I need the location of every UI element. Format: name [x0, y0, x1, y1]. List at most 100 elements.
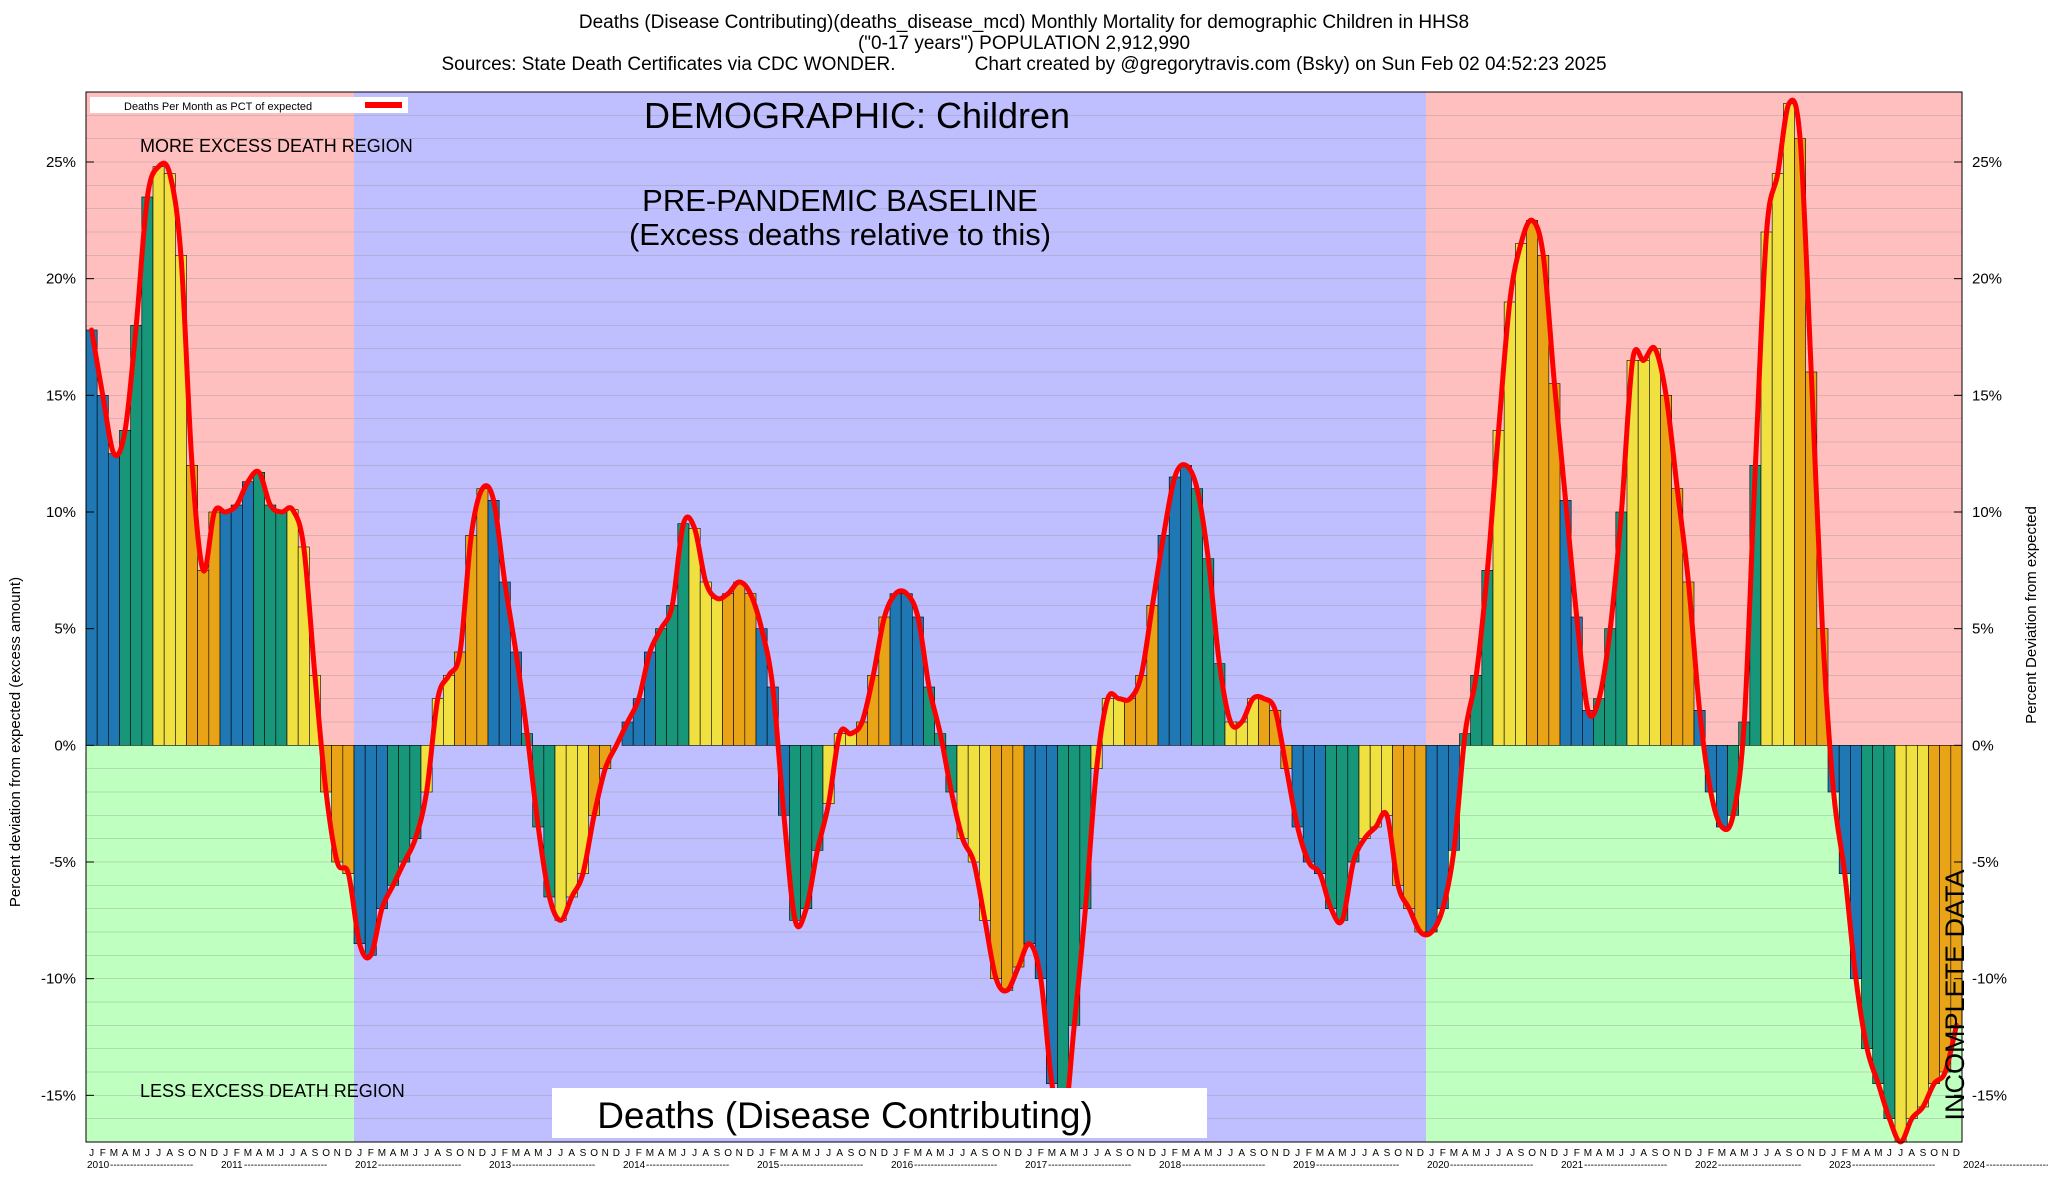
- legend: Deaths Per Month as PCT of expected: [90, 97, 408, 113]
- x-tick-month: M: [512, 1148, 520, 1159]
- x-tick-year: 2013: [489, 1160, 512, 1171]
- x-tick-month: N: [1004, 1148, 1011, 1159]
- x-tick-month: F: [1172, 1148, 1178, 1159]
- x-tick-month: J: [1831, 1148, 1836, 1159]
- x-tick-month: J: [357, 1148, 362, 1159]
- x-tick-month: O: [456, 1148, 464, 1159]
- x-tick-month: D: [1015, 1148, 1022, 1159]
- x-tick-month: D: [345, 1148, 352, 1159]
- x-tick-month: J: [1228, 1148, 1233, 1159]
- bar-2016-1: [889, 593, 902, 746]
- x-tick-month: A: [658, 1148, 665, 1159]
- bar-2019-6: [1347, 745, 1360, 863]
- x-tick-month: S: [1920, 1148, 1927, 1159]
- x-tick-month: F: [770, 1148, 776, 1159]
- bar-2014-11: [733, 581, 746, 746]
- x-tick-month: M: [1718, 1148, 1726, 1159]
- x-tick-month: S: [1518, 1148, 1525, 1159]
- x-year-separator: -------------------------: [1718, 1160, 1801, 1171]
- x-tick-month: O: [590, 1148, 598, 1159]
- x-tick-year: 2015: [757, 1160, 780, 1171]
- x-tick-month: J: [759, 1148, 764, 1159]
- x-tick-month: J: [815, 1148, 820, 1159]
- x-tick-month: M: [1472, 1148, 1480, 1159]
- x-tick-month: J: [279, 1148, 284, 1159]
- x-tick-month: M: [646, 1148, 654, 1159]
- x-tick-month: D: [1149, 1148, 1156, 1159]
- x-year-separator: -------------------------: [1316, 1160, 1399, 1171]
- y-tick-label-left: 15%: [46, 387, 76, 404]
- bar-2011-2: [230, 504, 243, 746]
- x-tick-month: M: [1584, 1148, 1592, 1159]
- x-tick-month: O: [858, 1148, 866, 1159]
- bar-2010-11: [197, 570, 210, 746]
- bar-2012-3: [376, 745, 388, 909]
- x-tick-month: D: [1551, 1148, 1558, 1159]
- x-tick-month: J: [960, 1148, 965, 1159]
- bar-2014-7: [688, 528, 701, 746]
- x-tick-year: 2023: [1829, 1160, 1852, 1171]
- x-tick-month: O: [322, 1148, 330, 1159]
- bar-2016-8: [967, 745, 980, 863]
- x-tick-month: F: [636, 1148, 642, 1159]
- bar-2010-2: [96, 395, 109, 746]
- bar-2020-11: [1537, 255, 1550, 746]
- bar-2019-4: [1325, 745, 1337, 909]
- x-year-separator: -------------------------: [1852, 1160, 1935, 1171]
- x-tick-month: N: [1406, 1148, 1413, 1159]
- x-tick-month: D: [1283, 1148, 1290, 1159]
- baseline-label-line-2: (Excess deaths relative to this): [629, 217, 1051, 252]
- x-tick-month: A: [1774, 1148, 1781, 1159]
- bar-2013-8: [565, 745, 578, 898]
- x-tick-month: A: [1060, 1148, 1067, 1159]
- x-year-separator: -------------------------: [1986, 1160, 2048, 1171]
- x-tick-month: M: [1740, 1148, 1748, 1159]
- x-tick-month: A: [1194, 1148, 1201, 1159]
- legend-box: [90, 97, 408, 113]
- x-tick-month: F: [1306, 1148, 1312, 1159]
- x-tick-month: F: [502, 1148, 508, 1159]
- y-tick-label-right: 15%: [1972, 387, 2002, 404]
- x-tick-month: D: [479, 1148, 486, 1159]
- x-tick-month: A: [792, 1148, 799, 1159]
- x-tick-month: F: [1842, 1148, 1848, 1159]
- x-tick-month: A: [1328, 1148, 1335, 1159]
- bar-2020-9: [1515, 243, 1527, 746]
- bar-2014-4: [655, 628, 667, 746]
- x-tick-month: D: [613, 1148, 620, 1159]
- x-tick-month: J: [1083, 1148, 1088, 1159]
- bar-2021-10: [1660, 395, 1672, 746]
- x-year-separator: -------------------------: [914, 1160, 997, 1171]
- x-tick-year: 2010: [87, 1160, 110, 1171]
- chart-title: DEMOGRAPHIC: Children: [644, 95, 1070, 136]
- bar-2023-6: [1883, 745, 1896, 1119]
- x-tick-month: J: [290, 1148, 295, 1159]
- bar-2016-10: [990, 745, 1002, 979]
- x-tick-month: N: [1674, 1148, 1681, 1159]
- bar-2010-1: [85, 329, 98, 746]
- bar-2014-5: [666, 605, 679, 746]
- x-tick-month: D: [1417, 1148, 1424, 1159]
- x-tick-year: 2024: [1963, 1160, 1986, 1171]
- bar-2023-9: [1917, 745, 1929, 1108]
- x-tick-month: A: [524, 1148, 531, 1159]
- x-tick-month: A: [1462, 1148, 1469, 1159]
- x-tick-year: 2011: [221, 1160, 243, 1171]
- y-tick-label-left: -5%: [49, 854, 76, 871]
- y-tick-label-left: 10%: [46, 504, 76, 521]
- bar-2014-8: [699, 581, 712, 746]
- bar-2014-12: [744, 593, 757, 746]
- bar-2019-3: [1314, 745, 1326, 874]
- x-tick-month: J: [1161, 1148, 1166, 1159]
- bar-2017-2: [1034, 745, 1047, 979]
- y-axis-left-label: Percent deviation from expected (excess …: [7, 577, 24, 907]
- bar-2023-4: [1861, 745, 1873, 1049]
- y-tick-label-left: 0%: [54, 737, 76, 754]
- x-tick-month: J: [681, 1148, 686, 1159]
- x-year-separator: -------------------------: [512, 1160, 595, 1171]
- x-tick-month: A: [434, 1148, 441, 1159]
- x-tick-month: A: [256, 1148, 263, 1159]
- bar-2019-7: [1358, 745, 1371, 839]
- x-tick-month: J: [1429, 1148, 1434, 1159]
- x-tick-month: S: [1250, 1148, 1257, 1159]
